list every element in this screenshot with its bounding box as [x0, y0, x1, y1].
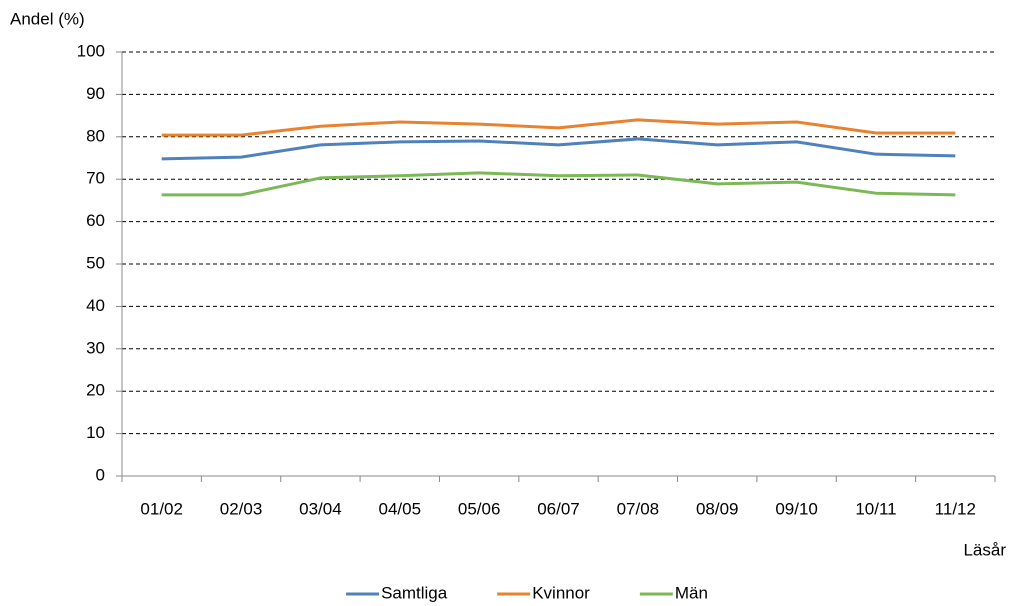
- y-tick-label: 100: [77, 41, 105, 60]
- y-tick-label: 50: [86, 253, 105, 272]
- x-tick-label: 09/10: [775, 499, 818, 518]
- x-axis-label: Läsår: [963, 540, 1006, 559]
- y-tick-label: 30: [86, 338, 105, 357]
- x-tick-label: 05/06: [458, 499, 501, 518]
- y-tick-label: 70: [86, 169, 105, 188]
- x-tick-label: 11/12: [935, 499, 976, 518]
- x-tick-label: 04/05: [378, 499, 421, 518]
- legend-label: Män: [675, 583, 708, 602]
- line-series: [161, 118, 956, 137]
- x-tick-label: 02/03: [220, 499, 263, 518]
- y-tick-label: 20: [86, 381, 105, 400]
- y-tick-label: 90: [86, 84, 105, 103]
- y-tick-label: 80: [86, 126, 105, 145]
- y-tick-label: 60: [86, 211, 105, 230]
- x-tick-label: 03/04: [299, 499, 342, 518]
- legend-label: Samtliga: [381, 583, 448, 602]
- line-series: [161, 137, 956, 161]
- legend-label: Kvinnor: [532, 583, 590, 602]
- x-tick-label: 06/07: [537, 499, 580, 518]
- x-tick-label: 08/09: [696, 499, 739, 518]
- x-tick-label: 07/08: [617, 499, 660, 518]
- y-tick-label: 10: [86, 423, 105, 442]
- x-tick-label: 01/02: [140, 499, 183, 518]
- y-tick-label: 0: [96, 465, 105, 484]
- line-series: [161, 171, 956, 197]
- y-axis-label: Andel (%): [10, 9, 85, 28]
- y-tick-label: 40: [86, 296, 105, 315]
- x-tick-label: 10/11: [855, 499, 896, 518]
